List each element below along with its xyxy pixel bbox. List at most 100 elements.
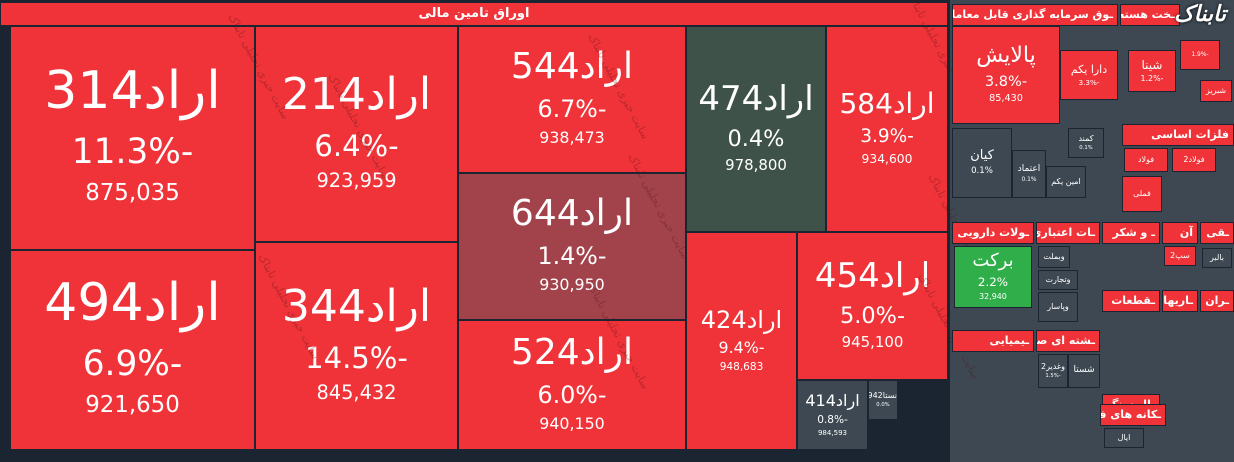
tile[interactable]: اعتماد 0.1% (1012, 150, 1046, 198)
tile-name: فولاد (1137, 154, 1155, 164)
sector-title: ـقطعات (1102, 290, 1160, 312)
tile-name: وبملت (1043, 251, 1065, 261)
tile[interactable]: اراد494 -6.9% 921,650 (10, 250, 255, 450)
tile[interactable]: شبریز (1200, 80, 1232, 102)
tile-price: 921,650 (85, 391, 180, 418)
tile[interactable]: نستا942 0.0% (868, 380, 898, 420)
tile-change: -3.8% (984, 73, 1028, 90)
sector-title: ـوق سرمایه گذاری قابل معامله (952, 4, 1118, 26)
tile-change: -6.9% (82, 344, 183, 385)
tile-change: -6.4% (314, 129, 399, 164)
tile-price: 875,035 (85, 179, 180, 206)
tile-change: -1.9% (1191, 50, 1209, 58)
tile-change: -1.4% (537, 242, 607, 271)
tile-name: فولاد2 (1183, 154, 1205, 164)
tile[interactable]: اراد584 -3.9% 934,600 (826, 26, 948, 232)
tile[interactable]: برکت 2.2% 32,940 (954, 246, 1032, 308)
tile[interactable]: اراد414 -0.8% 984,593 (797, 380, 868, 450)
tile-name: اراد494 (44, 273, 221, 334)
tile-price: 948,683 (719, 360, 764, 373)
tile-price: 978,800 (725, 155, 787, 174)
tile[interactable]: کیان 0.1% (952, 128, 1012, 198)
tile[interactable]: وغدیر2 -1.5% (1038, 354, 1068, 388)
sector-title: ـ و شکر (1102, 222, 1160, 244)
tile-change: -14.5% (305, 341, 408, 376)
tile-name: دارا یکم (1070, 62, 1108, 76)
tile-name: اراد214 (281, 68, 432, 120)
tile-change: -11.3% (71, 132, 194, 173)
tile[interactable]: وبملت (1038, 246, 1070, 268)
tile-name: شبریز (1205, 85, 1227, 95)
tile[interactable]: شستا (1068, 354, 1100, 388)
tile-change: -0.8% (817, 413, 848, 426)
tile[interactable]: دارا یکم -3.3% (1060, 50, 1118, 100)
tile-name: برکت (972, 250, 1014, 272)
tile[interactable]: فملی (1122, 176, 1162, 212)
tile-name: شینا (1141, 57, 1163, 72)
tile[interactable]: اراد644 -1.4% 930,950 (458, 173, 686, 320)
tile-name: نستا942 (868, 391, 897, 401)
tile-name: وغدیر2 (1041, 362, 1065, 372)
tile[interactable]: اراد544 -6.7% 938,473 (458, 26, 686, 173)
tile-change: -6.7% (537, 95, 607, 124)
tile[interactable]: فولاد2 (1172, 148, 1216, 172)
tile-name: وپاسار (1047, 301, 1069, 311)
tile-name: سپ2 (1170, 250, 1190, 260)
tile[interactable]: بالبر (1202, 248, 1232, 268)
tile-name: فملی (1133, 188, 1151, 198)
tile-change: -1.2% (1140, 73, 1164, 83)
tile-price: 938,473 (539, 128, 605, 148)
tile[interactable]: اراد454 -5.0% 945,100 (797, 232, 948, 380)
tile-price: 845,432 (316, 381, 397, 405)
tile-name: اعتماد (1017, 163, 1041, 174)
tile-price: 984,593 (817, 428, 848, 438)
tile[interactable]: اراد214 -6.4% 923,959 (255, 26, 458, 242)
tile[interactable]: سپ2 (1164, 246, 1196, 266)
tile[interactable]: وتجارت (1038, 270, 1078, 290)
tile[interactable]: فولاد (1124, 148, 1168, 172)
tile[interactable]: اراد524 -6.0% 940,150 (458, 320, 686, 450)
sector-title: ـقی (1200, 222, 1234, 244)
tile[interactable]: اراد474 0.4% 978,800 (686, 26, 826, 232)
tile[interactable]: -1.9% (1180, 40, 1220, 70)
sector-title: ـکانه های فلزی (1100, 404, 1166, 426)
tile-change: -1.5% (1045, 372, 1061, 379)
tile-name: اراد454 (814, 255, 931, 296)
tile-change: -9.4% (718, 338, 765, 358)
tile[interactable]: اراد344 -14.5% 845,432 (255, 242, 458, 450)
tile-name: اراد314 (44, 61, 221, 122)
sector-title: ـشته ای صنعتی (1036, 330, 1100, 352)
tile-change: 2.2% (977, 274, 1009, 289)
tile-name: وتجارت (1045, 274, 1071, 284)
tile[interactable]: وپاسار (1038, 292, 1078, 322)
tile-price: 945,100 (841, 332, 904, 351)
tile[interactable]: ایال (1104, 428, 1144, 448)
tile-change: 0.0% (876, 401, 890, 408)
tile[interactable]: پالایش -3.8% 85,430 (952, 26, 1060, 124)
sector-title: ـخت هسته ای (1120, 4, 1180, 26)
tile-name: اراد424 (700, 305, 783, 334)
sector-title: ـران (1200, 290, 1234, 312)
tile-name: ایال (1117, 432, 1131, 442)
sector-title: ـات اعتباری (1036, 222, 1100, 244)
tile-name: اراد544 (510, 46, 634, 88)
tile[interactable]: اراد314 -11.3% 875,035 (10, 26, 255, 250)
tile-price: 930,950 (539, 275, 605, 295)
sector-title: ـاریها (1162, 290, 1198, 312)
tile-name: بالبر (1210, 252, 1224, 262)
tile-name: اراد344 (281, 280, 432, 332)
tile-name: شستا (1073, 364, 1095, 375)
tile-name: اراد474 (698, 78, 814, 119)
tile-change: 0.1% (1021, 176, 1037, 184)
tile[interactable]: امین یکم (1046, 166, 1086, 198)
tile[interactable]: کمند 0.1% (1068, 128, 1104, 158)
tile-price: 934,600 (861, 152, 913, 167)
tile[interactable]: اراد424 -9.4% 948,683 (686, 232, 797, 450)
tile-name: اراد414 (805, 391, 860, 411)
tile-price: 923,959 (316, 169, 397, 193)
tile-name: کیان (970, 148, 994, 164)
tile-change: 0.4% (727, 125, 785, 152)
sector-title: ـولات دارویی (952, 222, 1034, 244)
tile[interactable]: شینا -1.2% (1128, 50, 1176, 92)
